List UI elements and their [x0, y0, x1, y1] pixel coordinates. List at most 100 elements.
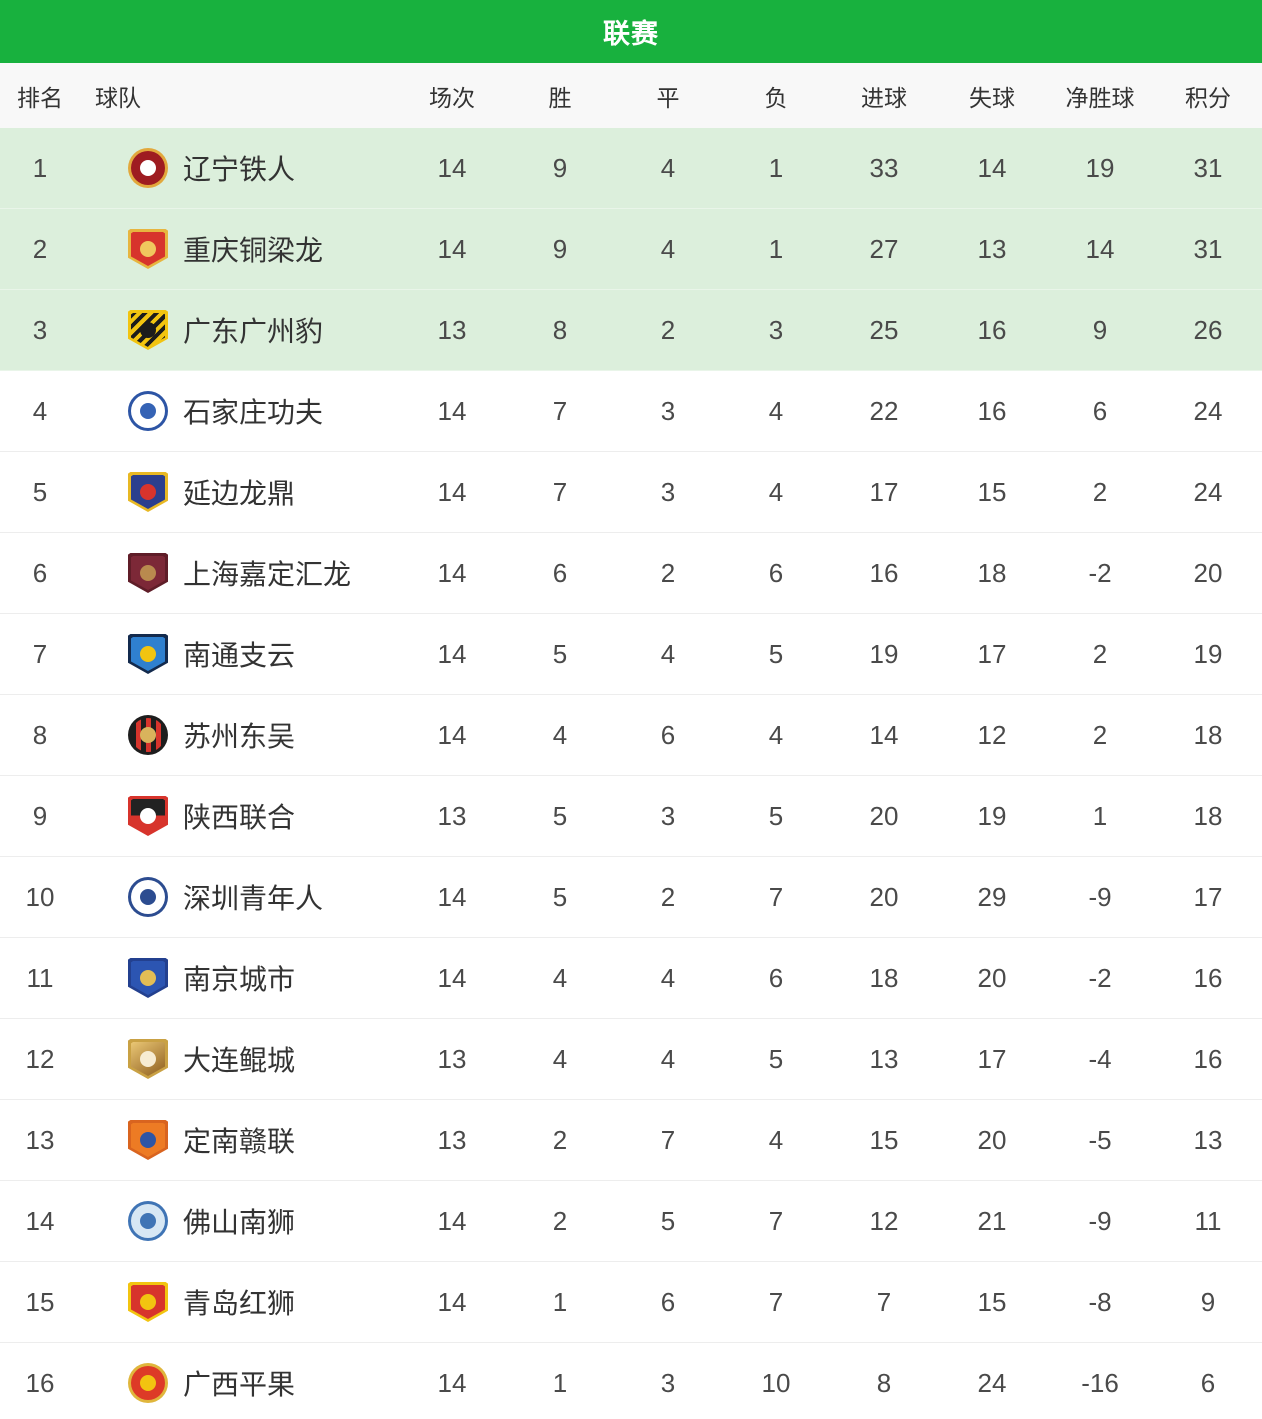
table-row[interactable]: 9 陕西联合 13 5 3 5 20 19 1 18: [0, 776, 1262, 857]
played-cell: 13: [437, 800, 467, 831]
goals-for-cell: 13: [869, 1043, 899, 1074]
table-row[interactable]: 10 深圳青年人 14 5 2 7 20 29 -9 17: [0, 857, 1262, 938]
team-name: 南京城市: [183, 964, 296, 995]
team-cell: 广东广州豹: [80, 310, 398, 350]
points-cell: 24: [1193, 395, 1223, 426]
rank-cell: 3: [32, 314, 48, 345]
table-header-row: 排名 球队 场次 胜 平 负 进球 失球 净胜球 积分: [0, 63, 1262, 128]
drawn-cell: 4: [660, 1043, 676, 1074]
drawn-cell: 3: [660, 395, 676, 426]
points-cell: 24: [1193, 476, 1223, 507]
lost-cell: 3: [768, 314, 784, 345]
table-row[interactable]: 14 佛山南狮 14 2 5 7 12 21 -9 11: [0, 1181, 1262, 1262]
table-row[interactable]: 4 石家庄功夫 14 7 3 4 22 16 6 24: [0, 371, 1262, 452]
table-row[interactable]: 5 延边龙鼎 14 7 3 4 17 15 2 24: [0, 452, 1262, 533]
lost-cell: 7: [768, 881, 784, 912]
goals-against-cell: 29: [977, 881, 1007, 912]
foshan-nanshi-crest-icon: [128, 1201, 168, 1241]
team-cell: 陕西联合: [80, 796, 398, 836]
table-row[interactable]: 11 南京城市 14 4 4 6 18 20 -2 16: [0, 938, 1262, 1019]
column-header-team: 球队: [95, 84, 141, 111]
table-row[interactable]: 1 辽宁铁人 14 9 4 1 33 14 19 31: [0, 128, 1262, 209]
goal-diff-cell: 2: [1092, 638, 1108, 669]
table-row[interactable]: 15 青岛红狮 14 1 6 7 7 15 -8 9: [0, 1262, 1262, 1343]
drawn-cell: 7: [660, 1124, 676, 1155]
won-cell: 2: [552, 1205, 568, 1236]
lost-cell: 6: [768, 962, 784, 993]
goal-diff-cell: 9: [1092, 314, 1108, 345]
goal-diff-cell: -9: [1088, 1205, 1112, 1236]
won-cell: 8: [552, 314, 568, 345]
shanghai-jiading-crest-icon: [128, 553, 168, 593]
points-cell: 31: [1193, 233, 1223, 264]
column-header-goals-against: 失球: [969, 84, 1015, 111]
points-cell: 11: [1194, 1205, 1222, 1236]
won-cell: 4: [552, 1043, 568, 1074]
team-name: 重庆铜梁龙: [183, 235, 324, 266]
won-cell: 2: [552, 1124, 568, 1155]
goal-diff-cell: -9: [1088, 881, 1112, 912]
table-row[interactable]: 13 定南赣联 13 2 7 4 15 20 -5 13: [0, 1100, 1262, 1181]
points-cell: 6: [1200, 1367, 1216, 1398]
page-title: 联赛: [603, 19, 659, 49]
goals-for-cell: 15: [869, 1124, 899, 1155]
goals-for-cell: 18: [869, 962, 899, 993]
goals-for-cell: 7: [876, 1286, 892, 1317]
table-row[interactable]: 12 大连鲲城 13 4 4 5 13 17 -4 16: [0, 1019, 1262, 1100]
rank-cell: 7: [32, 638, 48, 669]
team-cell: 定南赣联: [80, 1120, 398, 1160]
points-cell: 9: [1200, 1286, 1216, 1317]
drawn-cell: 6: [660, 1286, 676, 1317]
league-table-body: 1 辽宁铁人 14 9 4 1 33 14 19 31 2: [0, 128, 1262, 1419]
goal-diff-cell: 1: [1092, 800, 1108, 831]
team-cell: 青岛红狮: [80, 1282, 398, 1322]
rank-cell: 16: [25, 1367, 55, 1398]
team-name: 深圳青年人: [183, 883, 324, 914]
drawn-cell: 3: [660, 476, 676, 507]
team-name: 大连鲲城: [183, 1045, 296, 1076]
won-cell: 7: [552, 476, 568, 507]
page-title-bar: 联赛: [0, 0, 1262, 63]
table-row[interactable]: 3 广东广州豹 13 8 2 3 25 16 9 26: [0, 290, 1262, 371]
points-cell: 19: [1193, 638, 1223, 669]
dingnan-ganlian-crest-icon: [128, 1120, 168, 1160]
table-row[interactable]: 7 南通支云 14 5 4 5 19 17 2 19: [0, 614, 1262, 695]
goals-against-cell: 20: [977, 962, 1007, 993]
column-header-played: 场次: [429, 84, 475, 111]
goals-against-cell: 17: [977, 638, 1007, 669]
lost-cell: 7: [768, 1205, 784, 1236]
team-name: 苏州东吴: [183, 721, 296, 752]
played-cell: 14: [437, 881, 467, 912]
won-cell: 9: [552, 152, 568, 183]
goals-against-cell: 21: [977, 1205, 1007, 1236]
column-header-goals-for: 进球: [861, 84, 907, 111]
drawn-cell: 4: [660, 962, 676, 993]
table-row[interactable]: 16 广西平果 14 1 3 10 8 24 -16 6: [0, 1343, 1262, 1419]
played-cell: 14: [437, 1286, 467, 1317]
liaoning-tieren-crest-icon: [128, 148, 168, 188]
table-row[interactable]: 2 重庆铜梁龙 14 9 4 1 27 13 14 31: [0, 209, 1262, 290]
goals-for-cell: 8: [876, 1367, 892, 1398]
lost-cell: 10: [761, 1367, 791, 1398]
nantong-zhiyun-crest-icon: [128, 634, 168, 674]
drawn-cell: 3: [660, 1367, 676, 1398]
table-row[interactable]: 6 上海嘉定汇龙 14 6 2 6 16 18 -2 20: [0, 533, 1262, 614]
rank-cell: 9: [32, 800, 48, 831]
played-cell: 13: [437, 1124, 467, 1155]
played-cell: 14: [437, 395, 467, 426]
goals-against-cell: 18: [977, 557, 1007, 588]
lost-cell: 7: [768, 1286, 784, 1317]
points-cell: 31: [1193, 152, 1223, 183]
goal-diff-cell: -5: [1088, 1124, 1112, 1155]
played-cell: 14: [437, 1367, 467, 1398]
played-cell: 14: [437, 233, 467, 264]
lost-cell: 1: [768, 233, 784, 264]
table-row[interactable]: 8 苏州东吴 14 4 6 4 14 12 2 18: [0, 695, 1262, 776]
rank-cell: 12: [25, 1043, 55, 1074]
team-name: 佛山南狮: [183, 1207, 296, 1238]
column-header-lost: 负: [764, 84, 788, 111]
goals-for-cell: 27: [869, 233, 899, 264]
chongqing-tongliang-crest-icon: [128, 229, 168, 269]
guangzhou-leopard-crest-icon: [128, 310, 168, 350]
goal-diff-cell: 2: [1092, 719, 1108, 750]
